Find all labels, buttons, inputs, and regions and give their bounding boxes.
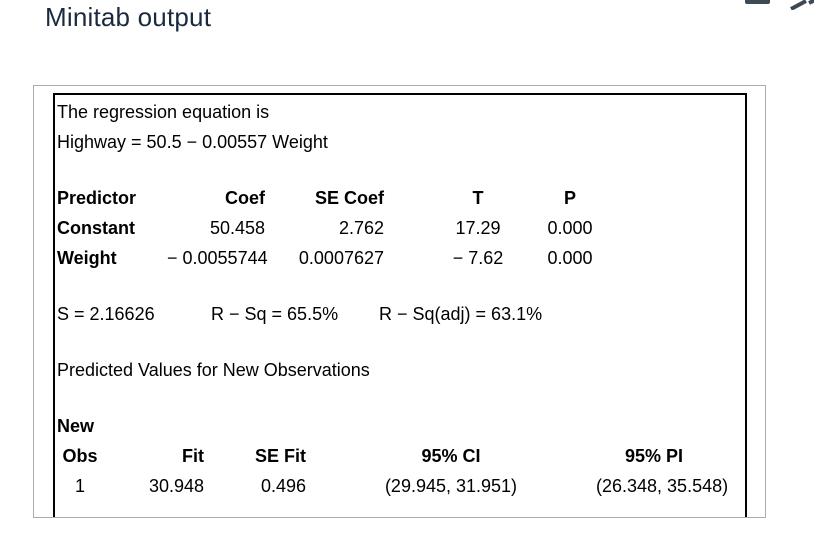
p-value: 0.000 bbox=[547, 248, 593, 268]
obs-value: 1 bbox=[74, 476, 85, 496]
predictor-label: Constant bbox=[57, 218, 135, 238]
minimize-icon[interactable] bbox=[745, 0, 770, 4]
predicted-heading-text: Predicted Values for New Observations bbox=[57, 360, 370, 380]
window-controls bbox=[742, 0, 814, 12]
spacer bbox=[57, 329, 743, 355]
coef-table-row-weight: Weight − 0.0055744 0.0007627 − 7.62 0.00… bbox=[57, 243, 743, 273]
minitab-output-frame: The regression equation is Highway = 50.… bbox=[33, 85, 766, 518]
se-coef-value: 0.0007627 bbox=[298, 248, 384, 268]
coef-value: − 0.0055744 bbox=[167, 248, 268, 268]
predicted-heading-line: Predicted Values for New Observations bbox=[57, 355, 743, 385]
spacer bbox=[57, 385, 743, 411]
new-obs-label: New bbox=[57, 416, 95, 436]
s-statistic: S = 2.16626 bbox=[57, 304, 155, 324]
coef-header-p: P bbox=[563, 188, 576, 208]
coef-header-coef: Coef bbox=[225, 188, 265, 208]
page-title: Minitab output bbox=[45, 2, 212, 32]
close-icon[interactable] bbox=[790, 0, 814, 10]
regression-equation-text: Highway = 50.5 − 0.00557 Weight bbox=[57, 132, 328, 152]
prediction-table-new-line: New bbox=[57, 411, 743, 441]
ci-value: (29.945, 31.951) bbox=[384, 476, 518, 496]
predictor-label: Weight bbox=[57, 248, 117, 268]
r-squared-adjusted: R − Sq(adj) = 63.1% bbox=[379, 304, 543, 324]
model-summary-line: S = 2.16626 R − Sq = 65.5% R − Sq(adj) =… bbox=[57, 299, 743, 329]
coef-value: 50.458 bbox=[209, 218, 265, 238]
spacer bbox=[57, 157, 743, 183]
pred-header-fit: Fit bbox=[182, 446, 204, 466]
spacer bbox=[57, 273, 743, 299]
t-value: 17.29 bbox=[455, 218, 501, 238]
prediction-table-header-row: Obs Fit SE Fit 95% CI 95% PI bbox=[57, 441, 743, 471]
pred-header-obs: Obs bbox=[62, 446, 98, 466]
regression-intro-text: The regression equation is bbox=[57, 102, 270, 122]
coef-header-t: T bbox=[472, 188, 484, 208]
coef-header-predictor: Predictor bbox=[57, 188, 137, 208]
pred-header-se-fit: SE Fit bbox=[254, 446, 306, 466]
prediction-table-row: 1 30.948 0.496 (29.945, 31.951) (26.348,… bbox=[57, 471, 743, 501]
regression-intro-line: The regression equation is bbox=[57, 97, 743, 127]
r-squared: R − Sq = 65.5% bbox=[211, 304, 339, 324]
coef-table-row-constant: Constant 50.458 2.762 17.29 0.000 bbox=[57, 213, 743, 243]
minitab-output-box: The regression equation is Highway = 50.… bbox=[53, 93, 747, 517]
pred-header-pi: 95% PI bbox=[624, 446, 684, 466]
coef-table-header-row: Predictor Coef SE Coef T P bbox=[57, 183, 743, 213]
fit-value: 30.948 bbox=[148, 476, 204, 496]
p-value: 0.000 bbox=[547, 218, 593, 238]
se-fit-value: 0.496 bbox=[260, 476, 306, 496]
se-coef-value: 2.762 bbox=[338, 218, 384, 238]
t-value: − 7.62 bbox=[452, 248, 504, 268]
pi-value: (26.348, 35.548) bbox=[596, 476, 729, 496]
coef-header-se-coef: SE Coef bbox=[314, 188, 384, 208]
pred-header-ci: 95% CI bbox=[421, 446, 481, 466]
regression-equation-line: Highway = 50.5 − 0.00557 Weight bbox=[57, 127, 743, 157]
